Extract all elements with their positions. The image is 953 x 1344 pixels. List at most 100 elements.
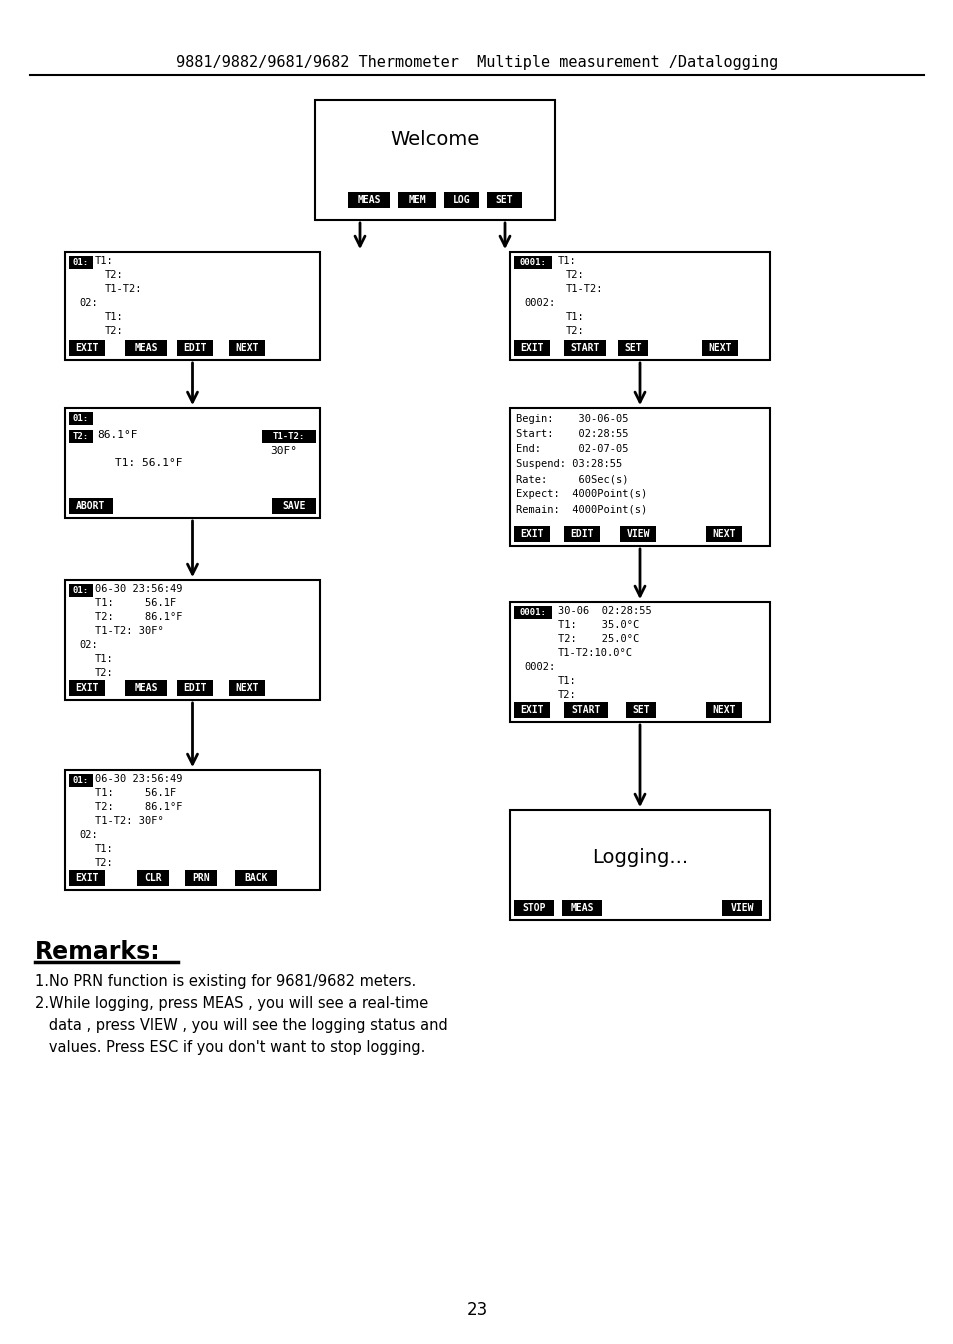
Text: T1:: T1: xyxy=(558,676,577,685)
Text: MEAS: MEAS xyxy=(134,683,157,694)
Text: ABORT: ABORT xyxy=(76,501,106,511)
Text: T1:: T1: xyxy=(95,655,113,664)
Text: 02:: 02: xyxy=(79,298,97,308)
Text: EDIT: EDIT xyxy=(183,343,207,353)
Text: START: START xyxy=(570,343,599,353)
Text: T2:: T2: xyxy=(105,327,124,336)
Text: 0001:: 0001: xyxy=(519,258,546,267)
Bar xyxy=(619,526,656,542)
Text: Welcome: Welcome xyxy=(390,130,479,149)
Text: Start:    02:28:55: Start: 02:28:55 xyxy=(516,429,628,439)
Bar xyxy=(65,770,319,890)
Bar xyxy=(69,430,92,444)
Text: 06-30 23:56:49: 06-30 23:56:49 xyxy=(95,585,182,594)
Bar xyxy=(486,192,521,208)
Text: EDIT: EDIT xyxy=(183,683,207,694)
Text: data , press VIEW , you will see the logging status and: data , press VIEW , you will see the log… xyxy=(35,1017,447,1034)
Bar xyxy=(229,680,265,696)
Text: 02:: 02: xyxy=(79,640,97,650)
Text: T2:: T2: xyxy=(105,270,124,280)
Bar xyxy=(262,430,315,444)
Text: T1-T2: 30F°: T1-T2: 30F° xyxy=(95,626,164,636)
Text: Expect:  4000Point(s): Expect: 4000Point(s) xyxy=(516,489,646,499)
Text: EXIT: EXIT xyxy=(519,343,543,353)
Bar xyxy=(234,870,276,886)
Text: Suspend: 03:28:55: Suspend: 03:28:55 xyxy=(516,460,621,469)
Text: EXIT: EXIT xyxy=(75,874,99,883)
Text: T1:: T1: xyxy=(565,312,584,323)
Bar xyxy=(125,340,167,356)
Text: T2:     86.1°F: T2: 86.1°F xyxy=(95,612,182,622)
Text: T1: 56.1°F: T1: 56.1°F xyxy=(115,458,182,468)
Text: T1-T2: 30F°: T1-T2: 30F° xyxy=(95,816,164,827)
Bar xyxy=(65,581,319,700)
Bar xyxy=(625,702,656,718)
Text: T2:: T2: xyxy=(565,270,584,280)
Bar xyxy=(177,340,213,356)
Bar xyxy=(443,192,478,208)
Bar xyxy=(510,409,769,546)
Text: 0002:: 0002: xyxy=(523,663,555,672)
Text: 0001:: 0001: xyxy=(519,607,546,617)
Text: NEXT: NEXT xyxy=(712,706,735,715)
Text: SET: SET xyxy=(496,195,513,206)
Text: T2:     86.1°F: T2: 86.1°F xyxy=(95,802,182,812)
Text: SAVE: SAVE xyxy=(282,501,305,511)
Text: EXIT: EXIT xyxy=(75,343,99,353)
Text: Remarks:: Remarks: xyxy=(35,939,160,964)
Text: T2:: T2: xyxy=(72,431,89,441)
Text: T1:: T1: xyxy=(95,844,113,853)
Text: MEAS: MEAS xyxy=(356,195,380,206)
Text: T1-T2:: T1-T2: xyxy=(565,284,603,294)
Text: Logging...: Logging... xyxy=(591,848,687,867)
Bar xyxy=(563,526,599,542)
Text: 86.1°F: 86.1°F xyxy=(97,430,137,439)
Bar xyxy=(514,606,552,620)
Text: T1:    35.0°C: T1: 35.0°C xyxy=(558,620,639,630)
Text: 01:: 01: xyxy=(72,775,89,785)
Text: NEXT: NEXT xyxy=(235,683,258,694)
Bar xyxy=(510,602,769,722)
Text: T1-T2:10.0°C: T1-T2:10.0°C xyxy=(558,648,633,659)
Text: T1-T2:: T1-T2: xyxy=(105,284,142,294)
Text: T1:: T1: xyxy=(558,255,577,266)
Text: EDIT: EDIT xyxy=(570,530,593,539)
Text: CLR: CLR xyxy=(144,874,162,883)
Bar xyxy=(137,870,169,886)
Bar xyxy=(705,702,741,718)
Bar xyxy=(510,810,769,921)
Bar xyxy=(561,900,601,917)
Text: 02:: 02: xyxy=(79,831,97,840)
Text: START: START xyxy=(571,706,600,715)
Text: EXIT: EXIT xyxy=(75,683,99,694)
Text: 30-06  02:28:55: 30-06 02:28:55 xyxy=(558,606,651,616)
Text: T2:: T2: xyxy=(95,857,113,868)
Bar xyxy=(185,870,216,886)
Bar xyxy=(563,340,605,356)
Bar xyxy=(65,409,319,517)
Bar xyxy=(348,192,390,208)
Bar xyxy=(721,900,761,917)
Bar xyxy=(514,255,552,269)
Bar xyxy=(177,680,213,696)
Text: EXIT: EXIT xyxy=(519,706,543,715)
Text: 01:: 01: xyxy=(72,414,89,423)
Bar xyxy=(514,702,550,718)
Bar xyxy=(514,340,550,356)
Bar xyxy=(125,680,167,696)
Text: 0002:: 0002: xyxy=(523,298,555,308)
Text: MEAS: MEAS xyxy=(570,903,593,913)
Text: 06-30 23:56:49: 06-30 23:56:49 xyxy=(95,774,182,784)
Text: NEXT: NEXT xyxy=(712,530,735,539)
Bar xyxy=(563,702,607,718)
Bar xyxy=(69,774,92,788)
Bar xyxy=(69,585,92,597)
Text: SET: SET xyxy=(632,706,649,715)
Text: T2:: T2: xyxy=(565,327,584,336)
Text: Rate:     60Sec(s): Rate: 60Sec(s) xyxy=(516,474,628,484)
Text: 01:: 01: xyxy=(72,258,89,267)
Bar xyxy=(69,255,92,269)
Bar xyxy=(514,526,550,542)
Bar xyxy=(314,99,555,220)
Bar xyxy=(397,192,436,208)
